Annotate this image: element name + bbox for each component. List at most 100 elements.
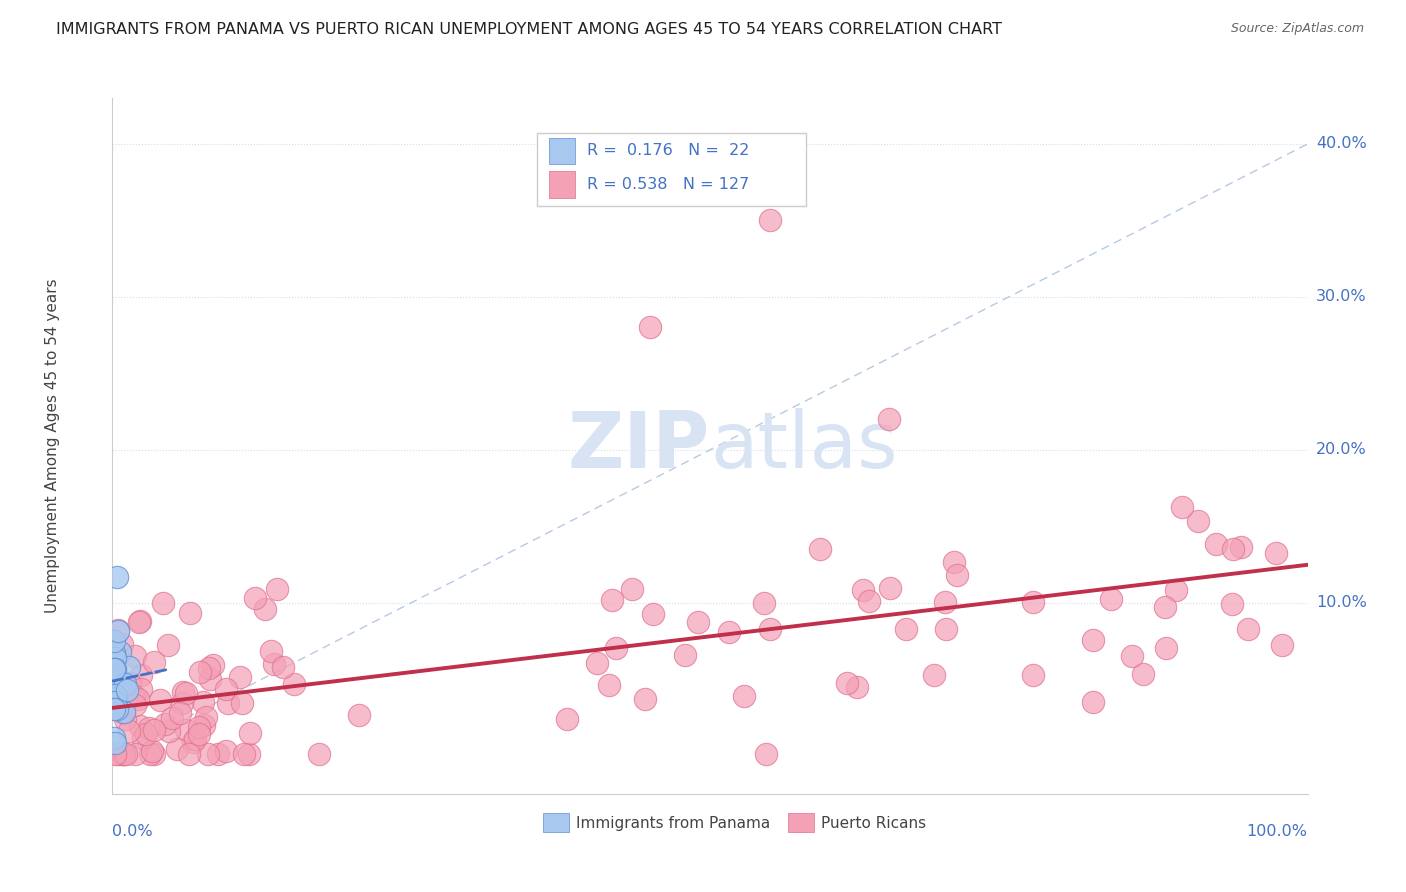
Point: [879, 581, 901, 595]
Point: [231, 696, 253, 710]
Point: [108, 645, 131, 659]
Point: [1153, 600, 1175, 615]
Point: [170, 696, 193, 710]
Point: [107, 623, 129, 637]
Point: [104, 736, 127, 750]
Point: [1222, 541, 1244, 556]
Point: [112, 701, 135, 715]
Text: 0.0%: 0.0%: [112, 824, 153, 839]
Point: [188, 720, 211, 734]
Point: [198, 672, 221, 686]
Point: [107, 747, 129, 761]
Point: [108, 678, 131, 692]
Text: 100.0%: 100.0%: [1247, 824, 1308, 839]
Point: [104, 691, 127, 706]
Point: [1220, 597, 1243, 611]
FancyBboxPatch shape: [787, 813, 814, 832]
Point: [239, 726, 262, 740]
Point: [586, 656, 609, 670]
Point: [157, 638, 180, 652]
Point: [142, 747, 165, 761]
Point: [759, 213, 782, 227]
Point: [254, 602, 277, 616]
Point: [641, 607, 664, 622]
Text: Source: ZipAtlas.com: Source: ZipAtlas.com: [1230, 22, 1364, 36]
Point: [105, 570, 128, 584]
Point: [217, 696, 239, 710]
Point: [852, 582, 875, 597]
Point: [143, 655, 166, 669]
Point: [129, 719, 152, 733]
Point: [207, 747, 229, 761]
Point: [193, 695, 215, 709]
Point: [718, 625, 741, 640]
Point: [263, 657, 285, 672]
Text: Immigrants from Panama: Immigrants from Panama: [576, 815, 770, 830]
Point: [233, 747, 256, 761]
Point: [118, 676, 141, 690]
Point: [1154, 640, 1177, 655]
Text: atlas: atlas: [710, 408, 897, 484]
Point: [266, 582, 288, 596]
Point: [172, 685, 194, 699]
Point: [1187, 514, 1209, 528]
Point: [846, 681, 869, 695]
Point: [127, 692, 149, 706]
Point: [1170, 500, 1192, 514]
Point: [1237, 622, 1260, 636]
Point: [201, 657, 224, 672]
Point: [347, 707, 370, 722]
Point: [215, 682, 238, 697]
Text: 10.0%: 10.0%: [1316, 595, 1367, 610]
Point: [129, 682, 152, 697]
Point: [103, 646, 125, 660]
Point: [138, 721, 160, 735]
Point: [755, 747, 778, 761]
Point: [103, 665, 125, 679]
Point: [112, 705, 135, 719]
Point: [104, 662, 127, 676]
Point: [105, 702, 128, 716]
Text: 40.0%: 40.0%: [1316, 136, 1367, 152]
Point: [169, 706, 191, 721]
Point: [229, 670, 252, 684]
Point: [129, 614, 152, 628]
Point: [1271, 638, 1294, 652]
Point: [758, 623, 780, 637]
Point: [115, 747, 138, 761]
Point: [808, 541, 831, 556]
Text: Puerto Ricans: Puerto Ricans: [821, 815, 927, 830]
Point: [104, 688, 127, 702]
Point: [124, 649, 146, 664]
Text: 30.0%: 30.0%: [1316, 289, 1367, 304]
Point: [879, 412, 901, 426]
Point: [103, 669, 125, 683]
Text: Unemployment Among Ages 45 to 54 years: Unemployment Among Ages 45 to 54 years: [45, 278, 60, 614]
Point: [104, 690, 127, 705]
Point: [155, 716, 177, 731]
FancyBboxPatch shape: [537, 133, 806, 206]
Point: [104, 747, 127, 761]
Point: [103, 702, 125, 716]
Point: [187, 727, 209, 741]
Point: [188, 665, 211, 679]
Point: [1121, 648, 1143, 663]
Point: [555, 712, 578, 726]
Point: [1081, 695, 1104, 709]
Point: [162, 711, 184, 725]
Point: [1205, 537, 1227, 551]
Point: [174, 723, 197, 737]
Point: [1081, 633, 1104, 648]
Point: [837, 675, 859, 690]
Point: [135, 727, 157, 741]
Point: [152, 596, 174, 610]
Point: [1021, 667, 1043, 681]
Point: [754, 596, 776, 610]
Point: [896, 622, 918, 636]
Point: [605, 640, 627, 655]
Point: [115, 682, 138, 697]
Point: [243, 591, 266, 606]
Point: [238, 747, 260, 761]
Point: [111, 705, 134, 719]
Point: [157, 724, 180, 739]
